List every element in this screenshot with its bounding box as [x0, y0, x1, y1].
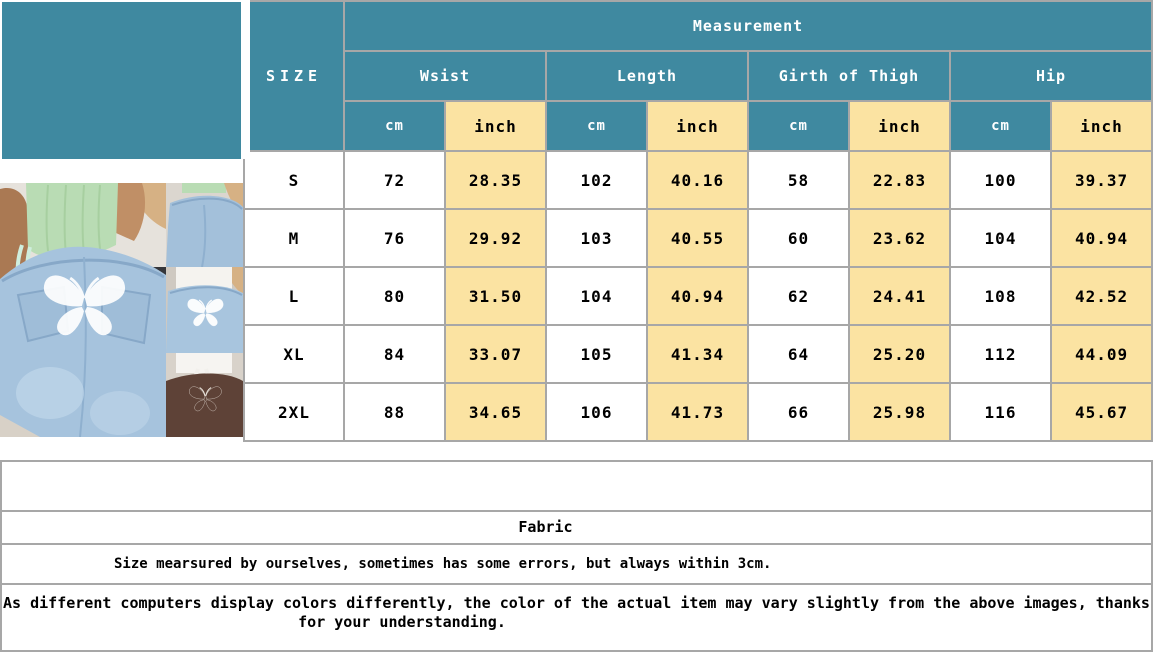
table-row-m: M 76 29.92 103 40.55 60 23.62 104 40.94: [243, 208, 1153, 268]
cell: 41.34: [646, 324, 749, 384]
cell: 42.52: [1049, 266, 1153, 326]
color-note-line1: As different computers display colors di…: [3, 594, 1150, 612]
cell: 105: [545, 324, 648, 384]
cell: 24.41: [848, 266, 951, 326]
unit-inch: inch: [848, 100, 951, 152]
table-row-l: L 80 31.50 104 40.94 62 24.41 108 42.52: [243, 266, 1153, 326]
cell: 116: [949, 382, 1052, 442]
cell: 40.94: [646, 266, 749, 326]
cell: 104: [949, 208, 1052, 268]
size-label: 2XL: [243, 382, 345, 442]
unit-inch: inch: [646, 100, 749, 152]
measurement-header: Measurement: [342, 0, 1153, 52]
fabric-label: Fabric: [518, 518, 573, 536]
group-header-waist: Wsist: [343, 50, 547, 102]
cell: 45.67: [1049, 382, 1153, 442]
unit-cm: cm: [545, 100, 648, 152]
brown-jeans: [166, 373, 243, 437]
cell: 33.07: [444, 324, 547, 384]
group-header-thigh: Girth of Thigh: [747, 50, 951, 102]
group-header-length: Length: [545, 50, 749, 102]
size-note-row: Size mearsured by ourselves, sometimes h…: [0, 543, 1153, 585]
cell: 104: [545, 266, 648, 326]
cell: 23.62: [848, 208, 951, 268]
product-photo: [0, 183, 243, 437]
cell: 76: [343, 208, 446, 268]
cell: 112: [949, 324, 1052, 384]
thumb-photo-1: [166, 183, 243, 268]
cell: 31.50: [444, 266, 547, 326]
cell: 34.65: [444, 382, 547, 442]
cell: 62: [747, 266, 850, 326]
cell: 40.55: [646, 208, 749, 268]
product-photo-art: [0, 183, 243, 437]
cell: 41.73: [646, 382, 749, 442]
table-row-2xl: 2XL 88 34.65 106 41.73 66 25.98 116 45.6…: [243, 382, 1153, 442]
color-note-row: As different computers display colors di…: [0, 583, 1153, 652]
cell: 106: [545, 382, 648, 442]
color-note-line2: for your understanding.: [298, 613, 506, 631]
cell: 66: [747, 382, 850, 442]
unit-cm: cm: [343, 100, 446, 152]
cell: 80: [343, 266, 446, 326]
thumb-photo-3: [166, 353, 243, 437]
fabric-row: Fabric: [0, 510, 1153, 545]
cell: 44.09: [1049, 324, 1153, 384]
unit-inch: inch: [1049, 100, 1153, 152]
unit-cm: cm: [949, 100, 1052, 152]
top-left-spacer: [2, 2, 241, 159]
header-gap: [241, 0, 250, 159]
empty-row: [0, 460, 1153, 512]
table-row-s: S 72 28.35 102 40.16 58 22.83 100 39.37: [243, 150, 1153, 210]
cell: 60: [747, 208, 850, 268]
table-row-xl: XL 84 33.07 105 41.34 64 25.20 112 44.09: [243, 324, 1153, 384]
cell: 25.98: [848, 382, 951, 442]
size-label: L: [243, 266, 345, 326]
cell: 100: [949, 150, 1052, 210]
cell: 29.92: [444, 208, 547, 268]
thumb-photo-2: [166, 267, 243, 353]
cell: 64: [747, 324, 850, 384]
cell: 103: [545, 208, 648, 268]
size-label: M: [243, 208, 345, 268]
cell: 102: [545, 150, 648, 210]
cell: 40.94: [1049, 208, 1153, 268]
unit-cm: cm: [747, 100, 850, 152]
size-table: SIZE Measurement Wsist Length Girth of T…: [243, 0, 1153, 442]
cell: 25.20: [848, 324, 951, 384]
main-photo: [0, 183, 166, 437]
green-top: [26, 183, 118, 260]
size-column-header: SIZE: [243, 0, 345, 152]
size-label: S: [243, 150, 345, 210]
size-note-text: Size mearsured by ourselves, sometimes h…: [114, 556, 772, 572]
cell: 22.83: [848, 150, 951, 210]
cell: 58: [747, 150, 850, 210]
group-header-hip: Hip: [948, 50, 1153, 102]
cell: 28.35: [444, 150, 547, 210]
cell: 84: [343, 324, 446, 384]
cell: 39.37: [1049, 150, 1153, 210]
unit-inch: inch: [444, 100, 547, 152]
cell: 108: [949, 266, 1052, 326]
cell: 40.16: [646, 150, 749, 210]
cell: 72: [343, 150, 446, 210]
size-label: XL: [243, 324, 345, 384]
cell: 88: [343, 382, 446, 442]
arm-right: [112, 183, 146, 241]
